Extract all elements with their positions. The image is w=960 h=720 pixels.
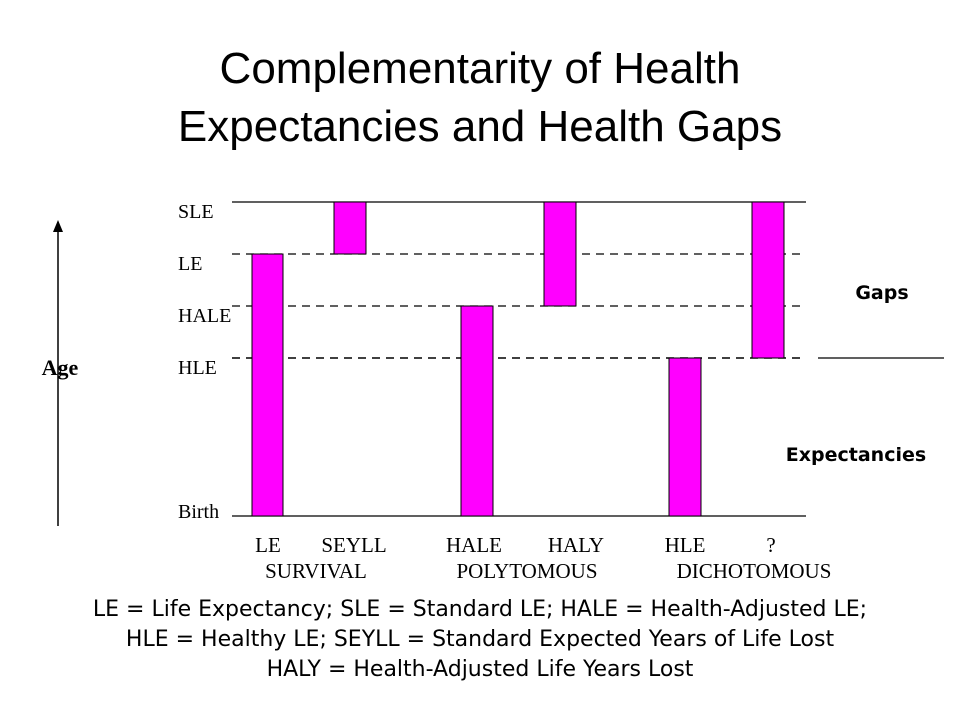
age-axis-label: Age — [42, 355, 79, 380]
column-label-hle: HLE — [665, 533, 706, 557]
slide-title: Complementarity of Health Expectancies a… — [0, 40, 960, 156]
level-label-hle: HLE — [178, 357, 217, 379]
level-label-hale: HALE — [178, 305, 231, 327]
group-label-polytomous: POLYTOMOUS — [456, 559, 597, 583]
group-label-dichotomous: DICHOTOMOUS — [677, 559, 832, 583]
column-label-question: ? — [766, 533, 775, 557]
level-label-sle: SLE — [178, 201, 214, 223]
group-label-survival: SURVIVAL — [265, 559, 367, 583]
bar-hale — [460, 305, 494, 517]
bar-haly — [543, 201, 577, 307]
expectancies-label: Expectancies — [786, 444, 926, 466]
bar-le — [251, 253, 284, 517]
level-label-le: LE — [178, 253, 202, 275]
gaps-label: Gaps — [855, 282, 908, 304]
column-label-seyll: SEYLL — [321, 533, 386, 557]
bar-hle — [668, 357, 702, 517]
bar-question — [751, 201, 785, 359]
title-line-1: Complementarity of Health — [219, 44, 741, 93]
abbreviation-legend: LE = Life Expectancy; SLE = Standard LE;… — [0, 595, 960, 685]
legend-line-1: LE = Life Expectancy; SLE = Standard LE;… — [92, 597, 868, 622]
legend-line-2: HLE = Healthy LE; SEYLL = Standard Expec… — [125, 627, 835, 652]
arrow-up-icon — [53, 220, 63, 232]
column-label-le: LE — [255, 533, 281, 557]
column-label-haly: HALY — [548, 533, 604, 557]
column-label-hale: HALE — [446, 533, 502, 557]
bar-seyll — [333, 201, 367, 255]
legend-line-3: HALY = Health-Adjusted Life Years Lost — [266, 657, 694, 682]
level-label-birth: Birth — [178, 501, 219, 523]
title-line-2: Expectancies and Health Gaps — [177, 102, 783, 151]
